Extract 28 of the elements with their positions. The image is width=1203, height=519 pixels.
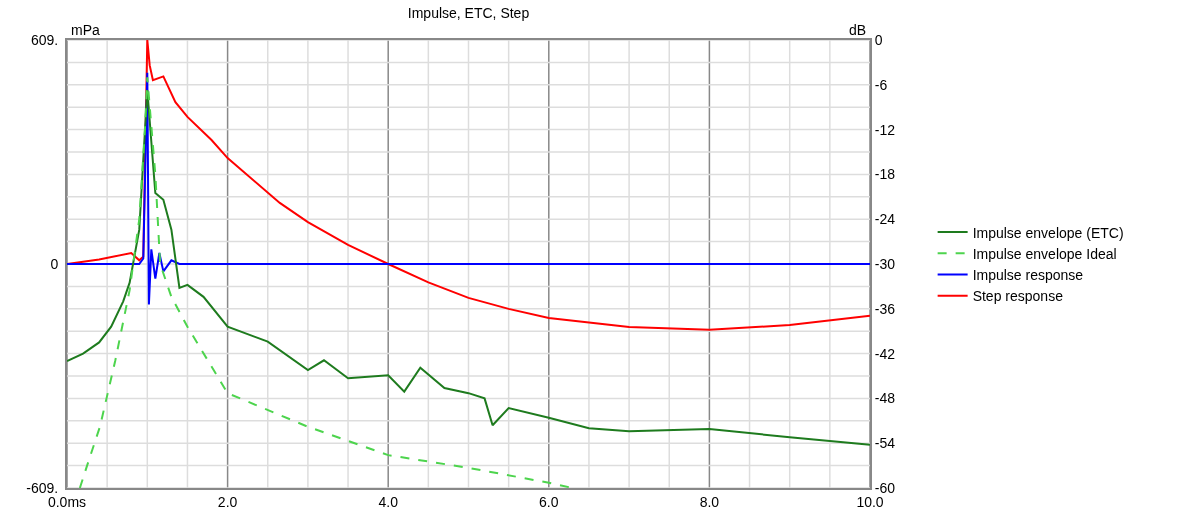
- legend-label: Impulse envelope (ETC): [972, 224, 1124, 241]
- x-tick-label: 0.0ms: [47, 493, 87, 510]
- y-axis-title: mPa: [71, 22, 100, 38]
- y2-tick-label: -24: [874, 211, 896, 228]
- line-series: [67, 71, 870, 306]
- y2-tick-label: -6: [874, 76, 888, 93]
- chart-title: Impulse, ETC, Step: [407, 4, 530, 21]
- legend-label: Impulse response: [972, 266, 1084, 283]
- legend-label: Impulse envelope Ideal: [972, 245, 1117, 262]
- x-tick-label: 4.0: [378, 493, 399, 510]
- y-tick-label: 609.: [30, 31, 59, 48]
- x-tick-label: 8.0: [699, 493, 720, 510]
- y2-tick-label: -48: [874, 390, 896, 407]
- x-tick-label: 6.0: [539, 493, 559, 510]
- y-tick-label: -609.: [26, 479, 59, 496]
- y2-tick-label: -36: [874, 300, 896, 317]
- y2-tick-label: -18: [874, 166, 896, 183]
- y2-tick-label: -60: [874, 479, 896, 496]
- y2-axis-title: dB: [849, 22, 867, 38]
- x-tick-label: 2.0: [217, 493, 238, 510]
- y2-tick-label: -42: [874, 345, 896, 362]
- y2-tick-label: -30: [874, 255, 896, 272]
- y2-tick-label: 0: [874, 31, 883, 48]
- legend-label: Step response: [972, 288, 1064, 305]
- x-tick-label: 10.0: [856, 493, 884, 510]
- y2-tick-label: -54: [874, 435, 896, 452]
- y-tick-label: 0: [50, 255, 59, 272]
- y2-tick-label: -12: [874, 121, 896, 138]
